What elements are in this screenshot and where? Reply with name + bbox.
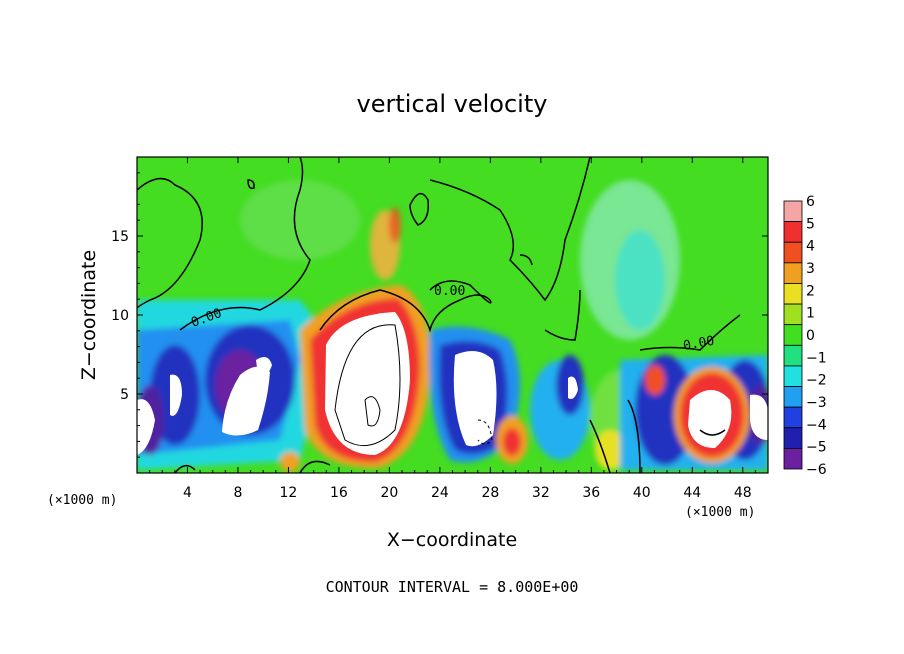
colorbar-swatch <box>783 200 803 223</box>
colorbar-swatch <box>783 344 803 367</box>
x-tick-label: 4 <box>183 485 192 501</box>
contour-label: 0.00 <box>682 334 715 354</box>
colorbar-swatch <box>783 447 803 470</box>
colorbar-label: −3 <box>806 395 827 411</box>
contour-lines <box>137 157 741 473</box>
colorbar-label: 4 <box>806 239 815 255</box>
colorbar-swatch <box>783 241 803 264</box>
colorbar-label: −6 <box>806 462 827 478</box>
colorbar-swatch <box>783 324 803 346</box>
x-tick-label: 24 <box>431 485 449 501</box>
colorbar-swatch <box>783 386 803 408</box>
colorbar-label: 6 <box>806 194 815 210</box>
x-unit-left: (×1000 m) <box>47 493 117 508</box>
x-tick-label: 28 <box>481 485 499 501</box>
x-tick-label: 12 <box>280 485 298 501</box>
colorbar-swatch <box>783 262 803 284</box>
colorbar-swatch <box>783 365 803 387</box>
x-tick-label: 32 <box>532 485 550 501</box>
x-tick-label: 44 <box>683 485 701 501</box>
colorbar-label: −5 <box>806 440 827 456</box>
x-tick-label: 48 <box>734 485 752 501</box>
x-tick-label: 40 <box>633 485 651 501</box>
white-extremes <box>137 312 768 455</box>
colorbar-label: 2 <box>806 283 815 299</box>
x-tick-label: 16 <box>330 485 348 501</box>
colorbar-swatch <box>783 283 803 305</box>
y-tick-label: 10 <box>111 308 129 324</box>
colorbar-swatch <box>783 406 803 429</box>
colorbar-label: −4 <box>806 417 827 433</box>
colorbar: 6 5 4 3 2 1 0 −1 −2 −3 −4 −5 −6 <box>783 194 827 478</box>
contour-label: 0.00 <box>434 284 465 299</box>
x-tick-label: 20 <box>380 485 398 501</box>
contour-interval-footer: CONTOUR INTERVAL = 8.000E+00 <box>326 578 579 596</box>
x-tick-label: 36 <box>582 485 600 501</box>
colorbar-swatch <box>783 221 803 243</box>
x-tick-label: 8 <box>233 485 242 501</box>
x-unit-right: (×1000 m) <box>685 505 755 520</box>
y-tick-label: 5 <box>120 387 129 403</box>
colorbar-swatch <box>783 303 803 326</box>
chart-title: vertical velocity <box>357 90 548 118</box>
x-axis-ticks: 4 8 12 16 20 24 28 32 36 40 44 48 <box>149 157 756 501</box>
colorbar-swatch <box>783 427 803 449</box>
colorbar-label: −1 <box>806 350 827 366</box>
plot-area: 0.00 0.00 0.00 <box>137 157 768 473</box>
y-axis-label: Z−coordinate <box>78 250 100 380</box>
y-axis-ticks: 5 10 15 <box>111 172 768 458</box>
x-axis-label: X−coordinate <box>387 529 517 551</box>
colorbar-label: 1 <box>806 306 815 322</box>
y-tick-label: 15 <box>111 229 129 245</box>
colorbar-label: 3 <box>806 261 815 277</box>
colorbar-label: 5 <box>806 216 815 232</box>
colorbar-label: −2 <box>806 373 827 389</box>
colorbar-label: 0 <box>806 328 815 344</box>
